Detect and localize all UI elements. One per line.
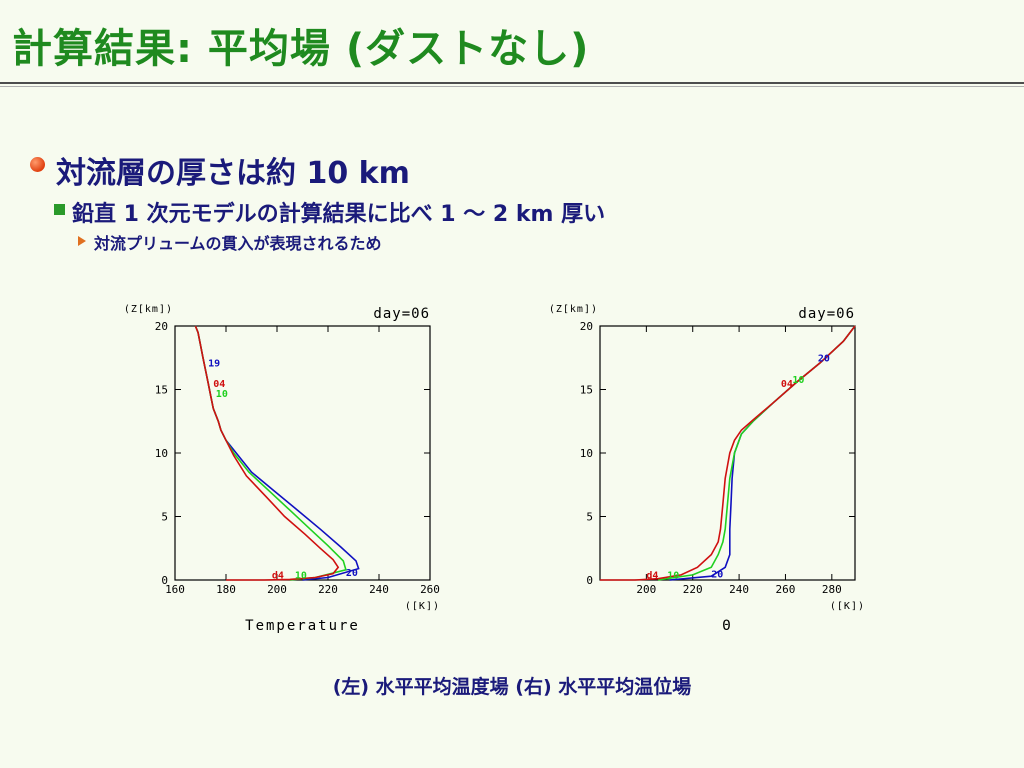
y-tick-label: 0 [161, 574, 168, 587]
x-tick-label: 220 [318, 583, 338, 596]
y-tick-label: 15 [155, 384, 168, 397]
slide-title: 計算結果: 平均場 (ダストなし) [12, 26, 590, 72]
curve-label: 10 [667, 571, 679, 582]
x-tick-label: 200 [636, 583, 656, 596]
circle-bullet-icon [30, 157, 45, 172]
series-line-04 [194, 325, 340, 581]
x-tick-label: 160 [165, 583, 185, 596]
triangle-bullet-icon [78, 236, 86, 246]
y-tick-label: 10 [580, 447, 593, 460]
curve-label: 20 [346, 568, 358, 579]
potential-temperature-plot-svg: 200 220 240 260 280 0 5 10 15 20 day=06 (Z[km]) ([K]… [549, 304, 865, 634]
potential-temperature-chart: 200 220 240 260 280 0 5 10 15 20 day=06 (Z[km]) ([K]… [530, 296, 880, 650]
y-tick-label: 20 [155, 320, 168, 333]
curve-label: d4 [272, 571, 284, 582]
curve-label: 04 [213, 379, 225, 390]
x-tick-label: 240 [729, 583, 749, 596]
y-tick-label: 10 [155, 447, 168, 460]
series-line-04 [600, 325, 856, 581]
plot-frame [599, 325, 856, 581]
bullet-level3-text: 対流プリュームの貫入が表現されるため [94, 234, 382, 253]
y-axis-label: (Z[km]) [549, 304, 598, 315]
title-divider-thin [0, 86, 1024, 87]
curve-label: 20 [711, 569, 723, 580]
chart-title: day=06 [373, 306, 430, 322]
temperature-chart: 160 180 200 220 240 260 0 5 10 15 20 day=06 (Z[km]) (… [105, 296, 455, 650]
title-divider [0, 82, 1024, 84]
chart-title: day=06 [798, 306, 855, 322]
curve-label: 19 [208, 359, 220, 370]
y-axis-label: (Z[km]) [124, 304, 173, 315]
square-bullet-icon [54, 204, 65, 215]
curve-label: 10 [792, 375, 804, 386]
x-axis-unit: ([K]) [830, 601, 865, 612]
curve-label: 10 [295, 571, 307, 582]
temperature-plot-svg: 160 180 200 220 240 260 0 5 10 15 20 day=06 (Z[km]) (… [124, 304, 440, 634]
x-tick-label: 260 [420, 583, 440, 596]
curve-label: d4 [646, 571, 658, 582]
figure-caption: (左) 水平平均温度場 (右) 水平平均温位場 [332, 676, 692, 698]
x-axis-label: Θ [722, 618, 732, 634]
curve-label: 20 [818, 354, 830, 365]
bullet-level2-text: 鉛直 1 次元モデルの計算結果に比べ 1 〜 2 km 厚い [72, 202, 606, 227]
x-tick-label: 280 [822, 583, 842, 596]
bullet-level1-text: 対流層の厚さは約 10 km [56, 156, 410, 191]
x-tick-label: 200 [267, 583, 287, 596]
y-tick-label: 0 [586, 574, 593, 587]
y-tick-label: 15 [580, 384, 593, 397]
x-axis-unit: ([K]) [405, 601, 440, 612]
curve-label: 04 [781, 379, 793, 390]
x-tick-label: 260 [776, 583, 796, 596]
x-tick-label: 180 [216, 583, 236, 596]
x-tick-label: 240 [369, 583, 389, 596]
y-tick-label: 5 [161, 511, 168, 524]
y-tick-label: 5 [586, 511, 593, 524]
y-tick-label: 20 [580, 320, 593, 333]
curve-label: 10 [216, 389, 228, 400]
x-axis-label: Temperature [245, 618, 360, 634]
x-tick-label: 220 [683, 583, 703, 596]
